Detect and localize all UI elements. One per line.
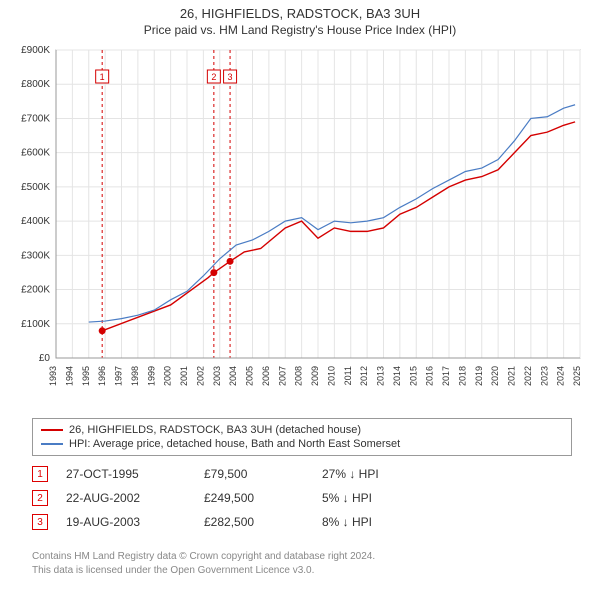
- legend-item-hpi: HPI: Average price, detached house, Bath…: [41, 437, 563, 451]
- svg-text:2024: 2024: [556, 366, 566, 386]
- svg-text:2003: 2003: [212, 366, 222, 386]
- svg-text:1994: 1994: [64, 366, 74, 386]
- svg-text:1: 1: [100, 72, 105, 82]
- svg-text:2004: 2004: [228, 366, 238, 386]
- svg-text:£800K: £800K: [21, 79, 50, 90]
- svg-text:£500K: £500K: [21, 182, 50, 193]
- svg-text:2014: 2014: [392, 366, 402, 386]
- svg-text:3: 3: [228, 72, 233, 82]
- footer: Contains HM Land Registry data © Crown c…: [32, 550, 572, 577]
- legend-label-price: 26, HIGHFIELDS, RADSTOCK, BA3 3UH (detac…: [69, 424, 361, 436]
- svg-text:1995: 1995: [81, 366, 91, 386]
- svg-text:2013: 2013: [376, 366, 386, 386]
- legend-label-hpi: HPI: Average price, detached house, Bath…: [69, 438, 400, 450]
- svg-text:2015: 2015: [408, 366, 418, 386]
- svg-text:£200K: £200K: [21, 285, 50, 296]
- legend: 26, HIGHFIELDS, RADSTOCK, BA3 3UH (detac…: [32, 418, 572, 456]
- page-subtitle: Price paid vs. HM Land Registry's House …: [0, 21, 600, 37]
- svg-text:2012: 2012: [359, 366, 369, 386]
- event-delta: 8% ↓ HPI: [322, 515, 372, 529]
- svg-text:2019: 2019: [474, 366, 484, 386]
- event-date: 27-OCT-1995: [66, 467, 186, 481]
- legend-item-price: 26, HIGHFIELDS, RADSTOCK, BA3 3UH (detac…: [41, 423, 563, 437]
- page-title: 26, HIGHFIELDS, RADSTOCK, BA3 3UH: [0, 0, 600, 21]
- svg-text:2001: 2001: [179, 366, 189, 386]
- event-number: 3: [32, 514, 48, 530]
- svg-text:2011: 2011: [343, 366, 353, 385]
- svg-text:2000: 2000: [163, 366, 173, 386]
- svg-text:2008: 2008: [294, 366, 304, 386]
- event-price: £249,500: [204, 491, 304, 505]
- event-row: 3 19-AUG-2003 £282,500 8% ↓ HPI: [32, 510, 572, 534]
- svg-text:£100K: £100K: [21, 319, 50, 330]
- footer-line-1: Contains HM Land Registry data © Crown c…: [32, 550, 572, 564]
- footer-line-2: This data is licensed under the Open Gov…: [32, 564, 572, 578]
- svg-text:£300K: £300K: [21, 250, 50, 261]
- svg-text:2020: 2020: [490, 366, 500, 386]
- svg-text:1996: 1996: [97, 366, 107, 386]
- svg-text:2021: 2021: [507, 366, 517, 386]
- svg-text:£0: £0: [39, 353, 51, 364]
- svg-text:2016: 2016: [425, 366, 435, 386]
- event-number: 2: [32, 490, 48, 506]
- svg-text:2005: 2005: [245, 366, 255, 386]
- svg-text:2018: 2018: [457, 366, 467, 386]
- svg-text:2023: 2023: [539, 366, 549, 386]
- svg-text:2025: 2025: [572, 366, 582, 386]
- svg-text:2009: 2009: [310, 366, 320, 386]
- svg-text:2: 2: [211, 72, 216, 82]
- legend-swatch-price: [41, 429, 63, 431]
- svg-text:2017: 2017: [441, 366, 451, 386]
- event-delta: 5% ↓ HPI: [322, 491, 372, 505]
- svg-text:2007: 2007: [277, 366, 287, 386]
- svg-text:1993: 1993: [48, 366, 58, 386]
- svg-text:£900K: £900K: [21, 45, 50, 56]
- price-chart: £0 £100K £200K £300K £400K £500K £600K £700K £80…: [0, 38, 600, 418]
- svg-text:1997: 1997: [114, 366, 124, 386]
- event-row: 1 27-OCT-1995 £79,500 27% ↓ HPI: [32, 462, 572, 486]
- event-price: £282,500: [204, 515, 304, 529]
- svg-text:£700K: £700K: [21, 113, 50, 124]
- event-delta: 27% ↓ HPI: [322, 467, 379, 481]
- event-row: 2 22-AUG-2002 £249,500 5% ↓ HPI: [32, 486, 572, 510]
- event-number: 1: [32, 466, 48, 482]
- svg-text:2006: 2006: [261, 366, 271, 386]
- event-price: £79,500: [204, 467, 304, 481]
- svg-text:1999: 1999: [146, 366, 156, 386]
- svg-text:2022: 2022: [523, 366, 533, 386]
- svg-text:2010: 2010: [326, 366, 336, 386]
- svg-text:1998: 1998: [130, 366, 140, 386]
- svg-text:2002: 2002: [195, 366, 205, 386]
- event-date: 19-AUG-2003: [66, 515, 186, 529]
- svg-text:£400K: £400K: [21, 216, 50, 227]
- legend-swatch-hpi: [41, 443, 63, 445]
- event-date: 22-AUG-2002: [66, 491, 186, 505]
- svg-text:£600K: £600K: [21, 148, 50, 159]
- events-table: 1 27-OCT-1995 £79,500 27% ↓ HPI 2 22-AUG-2002…: [32, 462, 572, 534]
